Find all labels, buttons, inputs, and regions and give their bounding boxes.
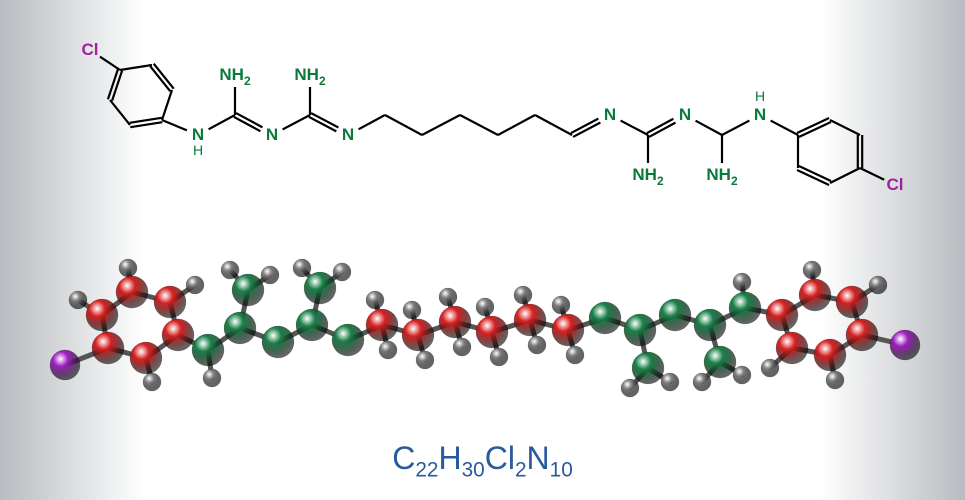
svg-text:NH2: NH2 (219, 65, 251, 88)
svg-text:NH2: NH2 (294, 65, 326, 88)
skeletal-formula-diagram: ClNHNH2NNH2NNNH2NNH2NHCl (50, 20, 920, 200)
ball-stick-model (30, 230, 930, 410)
svg-text:Cl: Cl (82, 40, 99, 59)
svg-text:N: N (604, 105, 616, 124)
molecular-formula: C22H30Cl2N10 (392, 440, 573, 482)
svg-text:NH2: NH2 (706, 165, 738, 188)
svg-text:Cl: Cl (887, 175, 904, 194)
svg-text:H: H (755, 88, 765, 104)
svg-text:N: N (679, 105, 691, 124)
svg-text:N: N (342, 125, 354, 144)
svg-text:NH2: NH2 (632, 165, 664, 188)
svg-text:N: N (754, 105, 766, 124)
svg-text:N: N (266, 125, 278, 144)
svg-text:H: H (193, 142, 203, 158)
